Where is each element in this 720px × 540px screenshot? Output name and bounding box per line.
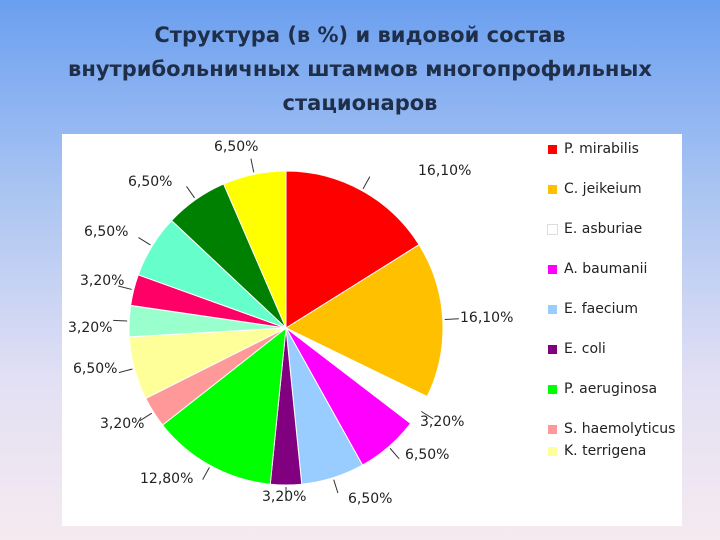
legend-swatch (548, 447, 557, 456)
legend-swatch (548, 265, 557, 274)
data-label: 3,20% (420, 414, 464, 430)
data-label: 6,50% (73, 361, 117, 377)
data-label: 16,10% (460, 310, 513, 326)
legend-item: K. terrigena (548, 442, 678, 460)
leader-line (113, 319, 128, 322)
legend-swatch (548, 185, 557, 194)
title-line-2: внутрибольничных штаммов многопрофильных (68, 57, 652, 81)
legend-label: P. aeruginosa (564, 381, 658, 397)
chart-panel: 16,10% 16,10% 3,20% 6,50% 6,50% 3,20% 12,80% 3,… (62, 134, 682, 526)
legend-swatch (547, 224, 558, 235)
legend-label: K. terrigena (564, 443, 647, 459)
leader-line (389, 447, 400, 460)
legend-item: A. baumanii (548, 260, 678, 278)
legend-label: E. asburiae (564, 221, 643, 237)
legend-swatch (548, 385, 557, 394)
pie-slice (284, 244, 444, 398)
data-label: 6,50% (84, 224, 128, 240)
leader-line (138, 237, 151, 246)
leader-line (362, 176, 371, 190)
leader-line (421, 411, 434, 420)
leader-line (202, 467, 210, 480)
chart-title: Структура (в %) и видовой состав внутриб… (0, 18, 720, 120)
legend-swatch (548, 145, 557, 154)
pie-slice (285, 170, 420, 329)
legend-item: E. faecium (548, 300, 678, 318)
title-line-3: стационаров (282, 91, 438, 115)
legend-swatch (548, 425, 557, 434)
data-label: 3,20% (68, 320, 112, 336)
legend-item: P. aeruginosa (548, 380, 678, 398)
legend-item: C. jeikeium (548, 180, 678, 198)
leader-line (139, 412, 153, 422)
legend-swatch (548, 345, 557, 354)
legend-item: P. mirabilis (548, 140, 678, 158)
chart-legend: P. mirabilis C. jeikeium E. asburiae A. bau… (547, 140, 678, 482)
legend-label: A. baumanii (564, 261, 648, 277)
data-label: 3,20% (80, 273, 124, 289)
legend-label: P. mirabilis (564, 141, 639, 157)
data-label: 6,50% (348, 491, 392, 507)
data-label: 6,50% (128, 174, 172, 190)
data-label: 6,50% (405, 447, 449, 463)
data-label: 16,10% (418, 163, 471, 179)
leader-line (186, 186, 195, 199)
legend-item: S. haemolyticus (548, 420, 678, 438)
pie-slice (222, 170, 287, 329)
data-label: 6,50% (214, 139, 258, 155)
leader-line (444, 318, 459, 321)
legend-label: C. jeikeium (564, 181, 642, 197)
leader-line (118, 368, 133, 374)
leader-line (250, 158, 255, 173)
data-label: 3,20% (100, 416, 144, 432)
legend-swatch (548, 305, 557, 314)
data-label: 3,20% (262, 489, 306, 505)
legend-item: E. coli (548, 340, 678, 358)
legend-label: E. coli (564, 341, 606, 357)
pie-chart: 16,10% 16,10% 3,20% 6,50% 6,50% 3,20% 12,80% 3,… (68, 139, 513, 507)
data-label: 12,80% (140, 471, 193, 487)
legend-label: E. faecium (564, 301, 638, 317)
title-line-1: Структура (в %) и видовой состав (154, 23, 566, 47)
pie-slice (161, 326, 287, 485)
leader-line (333, 479, 339, 494)
legend-label: S. haemolyticus (564, 421, 676, 437)
legend-item: E. asburiae (547, 220, 678, 238)
leader-line (118, 285, 132, 290)
